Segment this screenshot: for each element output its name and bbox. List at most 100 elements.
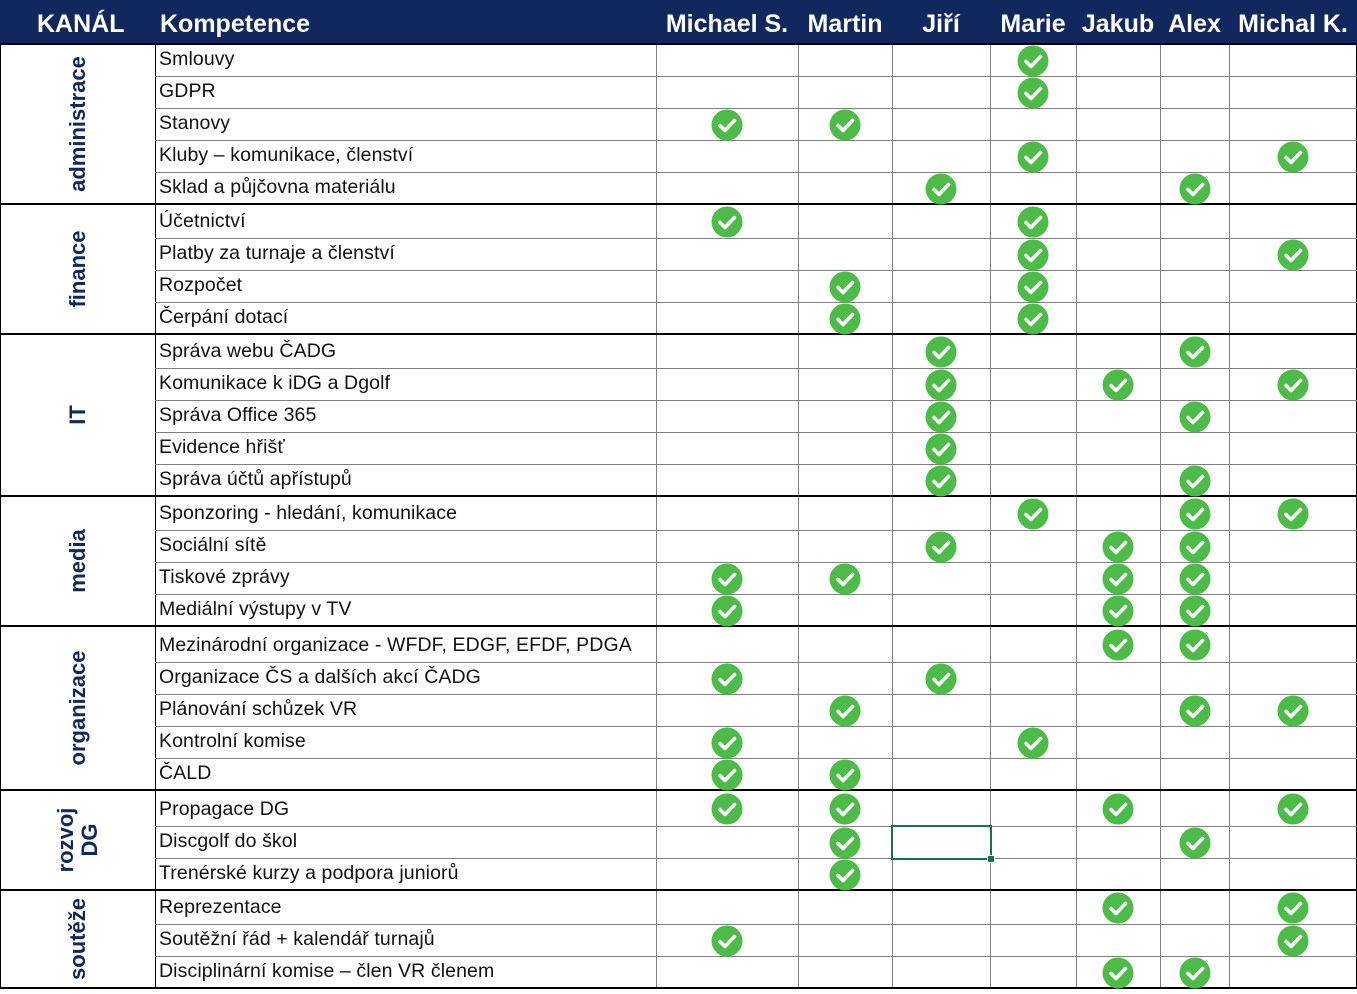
header-person[interactable]: Martin [807,10,883,38]
check-circle-icon [1277,892,1309,924]
group-divider [0,789,1357,791]
row-divider [155,432,1357,433]
competence-cell[interactable]: Soutěžní řád + kalendář turnajů [159,928,435,950]
check-circle-icon [1017,45,1049,77]
group-cell[interactable]: finance [0,204,155,334]
header-person[interactable]: Marie [1000,10,1066,38]
competence-cell[interactable]: Stanovy [159,112,231,134]
check-circle-icon [1179,595,1211,627]
check-circle-icon [1102,629,1134,661]
fill-handle[interactable] [987,855,995,863]
competence-cell[interactable]: Smlouvy [159,48,235,70]
check-circle-icon [1102,892,1134,924]
group-cell[interactable]: administrace [0,44,155,204]
row-divider [155,758,1357,759]
group-label-line: rozvoj [52,807,78,873]
group-label: organizace [64,650,90,766]
column-divider [656,44,657,988]
check-circle-icon [1277,239,1309,271]
check-circle-icon [1102,531,1134,563]
competence-cell[interactable]: Správa webu ČADG [159,340,337,362]
row-divider [155,562,1357,563]
competence-cell[interactable]: Komunikace k iDG a Dgolf [159,372,391,394]
check-circle-icon [1179,531,1211,563]
check-circle-icon [829,695,861,727]
check-circle-icon [1179,827,1211,859]
competence-cell[interactable]: Disciplinární komise – člen VR členem [159,960,495,982]
row-divider [155,594,1357,595]
competence-cell[interactable]: Trenérské kurzy a podpora juniorů [159,862,459,884]
check-circle-icon [711,109,743,141]
check-circle-icon [1277,695,1309,727]
competence-cell[interactable]: Kluby – komunikace, členství [159,144,414,166]
header-person[interactable]: Alex [1168,10,1221,38]
group-cell[interactable]: rozvoj DG [0,790,155,890]
check-circle-icon [1102,957,1134,989]
check-circle-icon [925,663,957,695]
competence-cell[interactable]: Sociální sítě [159,534,267,556]
competence-cell[interactable]: Čerpání dotací [159,306,289,328]
check-circle-icon [829,759,861,791]
check-circle-icon [1179,695,1211,727]
row-divider [155,172,1357,173]
header-channel[interactable]: KANÁL [37,10,125,38]
competence-cell[interactable]: Tiskové zprávy [159,566,290,588]
group-label-line: DG [76,823,102,857]
check-circle-icon [711,727,743,759]
group-cell[interactable]: soutěže [0,890,155,988]
check-circle-icon [1017,206,1049,238]
check-circle-icon [1017,727,1049,759]
row-divider [155,140,1357,141]
competence-cell[interactable]: Rozpočet [159,274,243,296]
header-person[interactable]: Michael S. [665,10,789,38]
competence-cell[interactable]: Evidence hřišť [159,436,285,458]
competence-cell[interactable]: Propagace DG [159,798,290,820]
check-circle-icon [1277,793,1309,825]
header-person[interactable]: Michal K. [1238,10,1348,38]
check-circle-icon [1277,925,1309,957]
competence-cell[interactable]: Discgolf do škol [159,830,298,852]
competence-cell[interactable]: Správa Office 365 [159,404,317,426]
row-divider [155,108,1357,109]
check-circle-icon [1017,77,1049,109]
check-circle-icon [711,206,743,238]
competence-cell[interactable]: Účetnictví [159,210,246,232]
check-circle-icon [925,531,957,563]
left-border [0,44,1,988]
competence-cell[interactable]: ČALD [159,762,212,784]
column-divider [990,44,991,988]
competence-cell[interactable]: Sponzoring - hledání, komunikace [159,502,458,524]
competence-cell[interactable]: Správa účtů apřístupů [159,468,352,490]
row-divider [155,956,1357,957]
competence-cell[interactable]: Platby za turnaje a členství [159,242,395,264]
group-divider [0,889,1357,891]
group-label: soutěže [64,898,90,980]
header-competence[interactable]: Kompetence [160,10,311,38]
column-divider [1076,44,1077,988]
competence-cell[interactable]: Plánování schůzek VR [159,698,358,720]
check-circle-icon [1017,271,1049,303]
group-cell[interactable]: IT [0,334,155,496]
competence-cell[interactable]: GDPR [159,80,216,102]
check-circle-icon [1017,498,1049,530]
check-circle-icon [925,433,957,465]
competence-cell[interactable]: Mezinárodní organizace - WFDF, EDGF, EFD… [159,634,632,656]
check-circle-icon [711,663,743,695]
row-divider [155,238,1357,239]
competence-cell[interactable]: Organizace ČS a dalších akcí ČADG [159,666,481,688]
check-circle-icon [1179,563,1211,595]
group-label: administrace [64,56,90,192]
header-bar [0,0,1357,44]
competence-cell[interactable]: Reprezentace [159,896,282,918]
check-circle-icon [1102,595,1134,627]
group-cell[interactable]: organizace [0,626,155,790]
selected-cell[interactable] [891,825,992,860]
check-circle-icon [829,827,861,859]
group-cell[interactable]: media [0,496,155,626]
competence-cell[interactable]: Mediální výstupy v TV [159,598,352,620]
competence-cell[interactable]: Kontrolní komise [159,730,306,752]
header-person[interactable]: Jakub [1081,10,1155,38]
competence-cell[interactable]: Sklad a půjčovna materiálu [159,176,396,198]
row-divider [155,302,1357,303]
header-person[interactable]: Jiří [922,10,960,38]
